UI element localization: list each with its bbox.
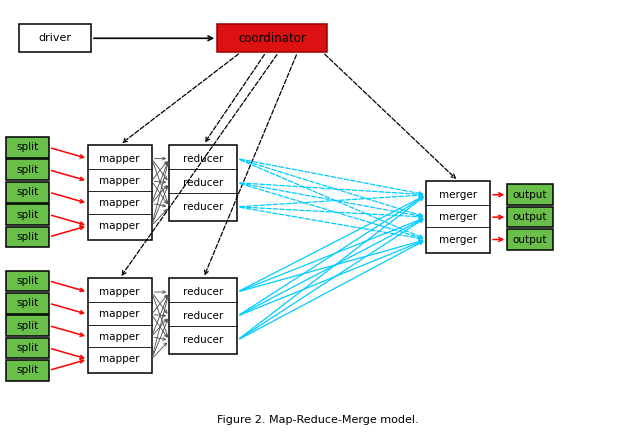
Text: output: output: [513, 190, 547, 200]
FancyBboxPatch shape: [6, 360, 49, 381]
Text: output: output: [513, 235, 547, 245]
Text: Figure 2. Map-Reduce-Merge model.: Figure 2. Map-Reduce-Merge model.: [217, 415, 419, 425]
Text: split: split: [17, 187, 39, 197]
Text: mapper: mapper: [99, 176, 140, 186]
FancyBboxPatch shape: [6, 204, 49, 225]
FancyBboxPatch shape: [217, 24, 328, 52]
Text: output: output: [513, 212, 547, 222]
Text: mapper: mapper: [99, 310, 140, 320]
Text: mapper: mapper: [99, 354, 140, 364]
FancyBboxPatch shape: [507, 207, 553, 228]
Text: split: split: [17, 210, 39, 220]
Text: split: split: [17, 320, 39, 330]
FancyBboxPatch shape: [507, 229, 553, 250]
FancyBboxPatch shape: [169, 145, 237, 221]
Text: split: split: [17, 165, 39, 175]
Text: merger: merger: [439, 212, 478, 222]
Text: mapper: mapper: [99, 332, 140, 342]
Text: split: split: [17, 276, 39, 286]
Text: driver: driver: [38, 33, 71, 43]
FancyBboxPatch shape: [169, 278, 237, 354]
Text: reducer: reducer: [183, 311, 223, 321]
FancyBboxPatch shape: [6, 315, 49, 336]
Text: split: split: [17, 143, 39, 153]
FancyBboxPatch shape: [88, 278, 151, 373]
FancyBboxPatch shape: [88, 145, 151, 239]
Text: mapper: mapper: [99, 287, 140, 297]
FancyBboxPatch shape: [6, 270, 49, 291]
Text: reducer: reducer: [183, 202, 223, 212]
FancyBboxPatch shape: [6, 182, 49, 202]
Text: merger: merger: [439, 190, 478, 200]
Text: split: split: [17, 298, 39, 308]
FancyBboxPatch shape: [507, 184, 553, 205]
Text: coordinator: coordinator: [238, 32, 306, 45]
Text: mapper: mapper: [99, 221, 140, 231]
FancyBboxPatch shape: [6, 227, 49, 247]
Text: split: split: [17, 365, 39, 375]
Text: mapper: mapper: [99, 198, 140, 208]
FancyBboxPatch shape: [6, 160, 49, 180]
FancyBboxPatch shape: [6, 337, 49, 358]
Text: reducer: reducer: [183, 287, 223, 297]
Text: split: split: [17, 232, 39, 242]
Text: reducer: reducer: [183, 153, 223, 164]
Text: split: split: [17, 343, 39, 353]
FancyBboxPatch shape: [6, 293, 49, 313]
Text: merger: merger: [439, 235, 478, 245]
Text: reducer: reducer: [183, 178, 223, 188]
Text: mapper: mapper: [99, 153, 140, 164]
Text: reducer: reducer: [183, 335, 223, 345]
FancyBboxPatch shape: [6, 137, 49, 158]
FancyBboxPatch shape: [426, 181, 490, 253]
FancyBboxPatch shape: [18, 24, 91, 52]
